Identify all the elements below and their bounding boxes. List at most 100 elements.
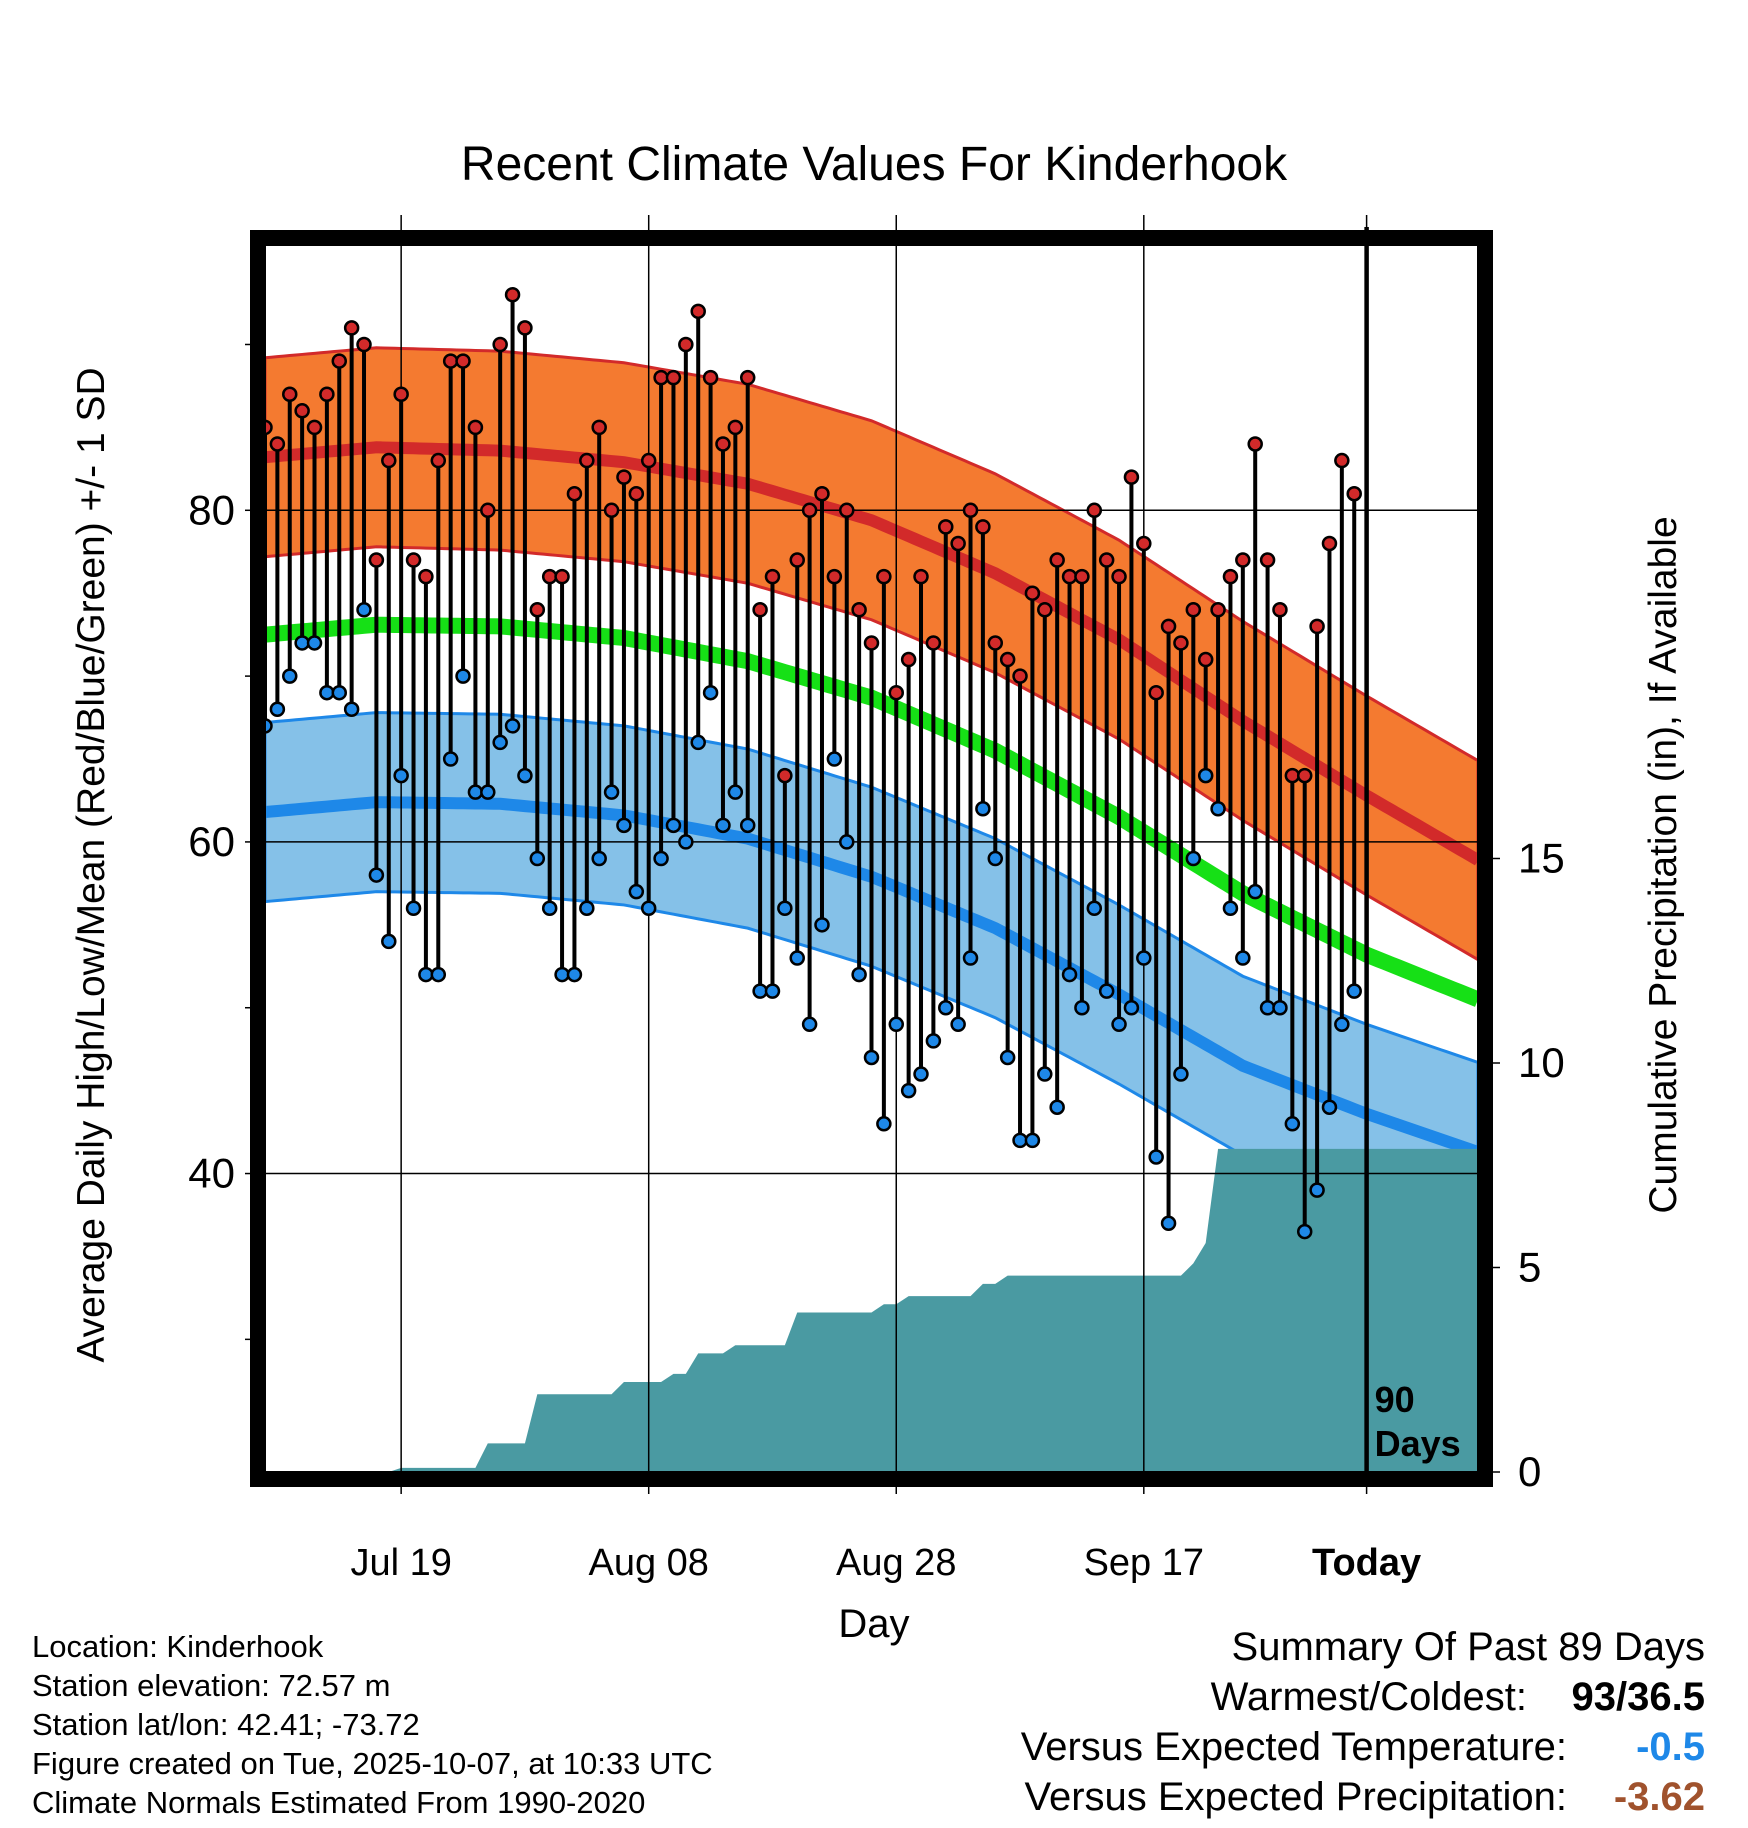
daily-high-point xyxy=(306,419,323,436)
y2-axis-label: Cumulative Precipitation (in), If Availa… xyxy=(1642,516,1685,1213)
daily-low-point xyxy=(1037,1066,1053,1082)
daily-high-point xyxy=(1272,602,1288,618)
location-text: Location: Kinderhook xyxy=(32,1629,324,1664)
daily-low-point xyxy=(1321,1099,1338,1115)
precip-diff-label: Versus Expected Precipitation: xyxy=(1024,1775,1567,1819)
low-sd-band xyxy=(265,711,1478,1244)
daily-high-point xyxy=(1123,469,1140,485)
daily-high-point xyxy=(381,452,397,469)
daily-low-point xyxy=(529,850,546,867)
daily-high-point xyxy=(1012,668,1028,684)
daily-high-point xyxy=(653,369,669,386)
daily-low-point xyxy=(1309,1182,1325,1198)
daily-low-point xyxy=(356,602,372,618)
daily-low-point xyxy=(381,933,397,950)
daily-high-point xyxy=(1024,585,1041,601)
daily-low-point xyxy=(975,801,991,817)
daily-low-point xyxy=(1012,1132,1028,1149)
daily-high-point xyxy=(950,535,966,552)
daily-low-point xyxy=(628,883,645,900)
daily-high-point xyxy=(801,502,818,519)
daily-low-point xyxy=(863,1049,880,1066)
daily-high-point xyxy=(1049,552,1065,568)
daily-high-point xyxy=(319,386,335,402)
daily-high-point xyxy=(282,386,298,402)
precip-diff-value: -3.62 xyxy=(1613,1775,1705,1819)
daily-low-point xyxy=(1210,801,1226,817)
daily-high-point xyxy=(962,502,979,519)
daily-high-point xyxy=(702,369,719,386)
daily-high-point xyxy=(1334,452,1350,469)
daily-low-point xyxy=(1247,883,1263,900)
daily-low-point xyxy=(1296,1223,1313,1240)
daily-high-point xyxy=(777,767,793,784)
daily-low-point xyxy=(1074,999,1090,1016)
daily-high-point xyxy=(541,568,558,585)
daily-low-point xyxy=(554,966,570,983)
daily-low-point xyxy=(987,850,1004,867)
daily-low-point xyxy=(826,751,843,767)
daily-low-point xyxy=(442,751,459,767)
daily-high-point xyxy=(393,386,409,402)
daily-high-point xyxy=(876,568,892,585)
daily-high-point xyxy=(1037,602,1053,618)
daily-high-point xyxy=(430,452,447,469)
daily-low-point xyxy=(702,684,719,701)
daily-high-point xyxy=(1296,767,1313,784)
elevation-text: Station elevation: 72.57 m xyxy=(32,1668,391,1703)
daily-low-point xyxy=(1136,950,1152,966)
daily-low-point xyxy=(1197,767,1214,784)
daily-high-point xyxy=(925,635,942,651)
daily-high-point xyxy=(1259,552,1276,568)
daily-low-point xyxy=(504,718,521,734)
daily-low-point xyxy=(1334,1016,1350,1033)
daily-high-point xyxy=(343,320,360,336)
daily-low-point xyxy=(480,784,496,800)
daily-low-point xyxy=(851,966,867,983)
daily-high-point xyxy=(814,485,830,502)
daily-high-point xyxy=(442,353,459,369)
daily-low-point xyxy=(1061,966,1078,983)
daily-high-point xyxy=(789,552,805,568)
daily-high-point xyxy=(1284,767,1301,784)
daily-low-point xyxy=(430,966,447,983)
daily-low-point xyxy=(405,900,422,916)
daily-high-point xyxy=(579,452,595,469)
daily-low-point xyxy=(1123,999,1140,1016)
daily-high-point xyxy=(1321,535,1338,552)
daily-high-point xyxy=(1111,568,1127,585)
daily-low-point xyxy=(678,834,694,850)
daily-high-point xyxy=(640,452,657,469)
summary-panel: Summary Of Past 89 Days Warmest/Coldest:… xyxy=(805,1622,1705,1822)
plot-frame xyxy=(250,230,1493,1487)
y-axis-label: Average Daily High/Low/Mean (Red/Blue/Gr… xyxy=(70,367,113,1362)
y-tick-label: 40 xyxy=(188,1150,235,1197)
daily-high-point xyxy=(727,419,744,436)
daily-low-point xyxy=(603,784,620,800)
daily-low-point xyxy=(925,1033,942,1049)
daily-high-point xyxy=(566,485,583,502)
daily-low-point xyxy=(282,668,298,684)
daily-high-point xyxy=(1136,535,1152,552)
daily-low-point xyxy=(900,1082,917,1099)
x-tick-label: Jul 19 xyxy=(350,1542,451,1584)
daily-high-point xyxy=(913,568,929,585)
x-tick-label: Aug 08 xyxy=(588,1542,708,1584)
daily-high-point xyxy=(554,568,570,585)
daily-low-point xyxy=(789,950,805,966)
daily-high-point xyxy=(1061,568,1078,585)
daily-low-point xyxy=(616,817,632,834)
daily-low-point xyxy=(579,900,595,916)
extremes-label: Warmest/Coldest: xyxy=(1210,1675,1527,1719)
daily-high-point xyxy=(1210,602,1226,618)
station-info: Location: Kinderhook Station elevation: … xyxy=(32,1627,713,1822)
daily-low-point xyxy=(1235,950,1251,966)
daily-high-point xyxy=(467,419,484,436)
y2-tick-label: 15 xyxy=(1518,835,1565,882)
summary-heading: Summary Of Past 89 Days xyxy=(1231,1625,1705,1669)
daily-high-point xyxy=(455,353,471,369)
y-tick-label: 80 xyxy=(188,486,235,533)
daily-high-point xyxy=(1197,651,1214,668)
daily-high-point xyxy=(504,286,521,303)
